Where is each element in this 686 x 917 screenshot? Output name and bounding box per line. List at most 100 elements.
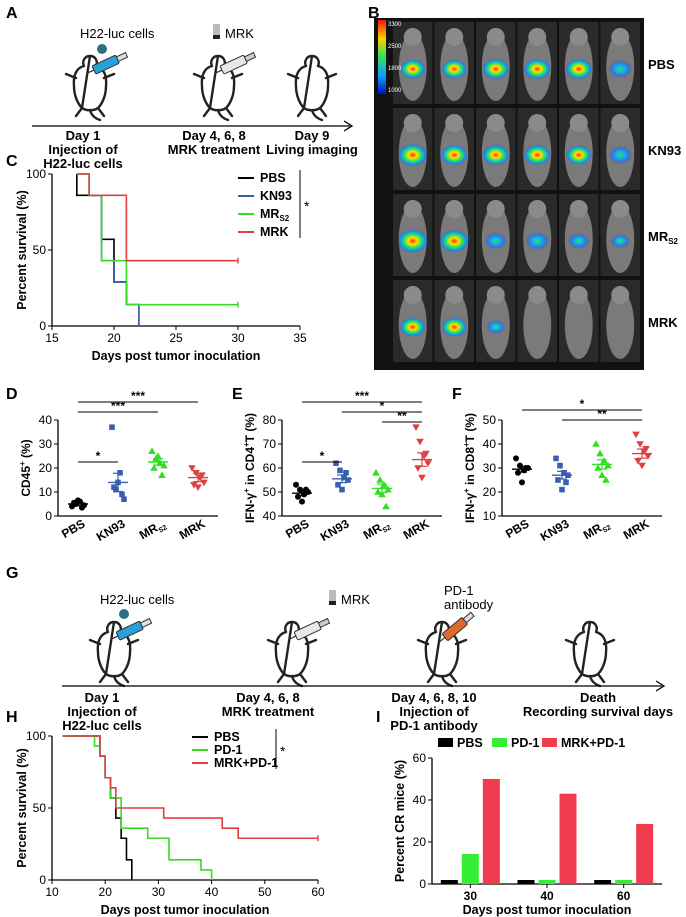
- y-tick-label: 40: [413, 793, 427, 807]
- legend-text: MR: [260, 207, 279, 221]
- mouse-image: [434, 108, 474, 190]
- data-point: [303, 486, 309, 493]
- timeline-desc-label: MRK treatment: [222, 704, 315, 719]
- timeline-day-label: Day 1: [66, 128, 101, 143]
- data-point: [200, 479, 208, 487]
- mouse-body: [606, 291, 635, 359]
- data-point: [333, 460, 339, 466]
- y-tick-label: 70: [263, 437, 277, 451]
- mouse-head: [611, 286, 630, 304]
- data-point: [343, 470, 349, 476]
- drug-vial-icon: [213, 24, 220, 38]
- mouse-head: [445, 200, 464, 218]
- legend-sub: S2: [279, 214, 289, 223]
- y-tick-label: 40: [483, 437, 497, 451]
- mouse-image: [476, 108, 516, 190]
- x-tick-label: KN93: [94, 516, 128, 544]
- y-tick-label: 20: [413, 835, 427, 849]
- timeline-desc-label: H22-luc cells: [62, 718, 142, 733]
- group-label-text: PBS: [648, 57, 675, 72]
- mouse-head: [486, 286, 505, 304]
- tumor-signal: [566, 145, 592, 165]
- x-tick-label: MRS2: [361, 516, 393, 544]
- mouse-image: [434, 22, 474, 104]
- mouse-image: [600, 194, 640, 276]
- data-point: [154, 452, 162, 459]
- syringe-icon: [288, 617, 331, 641]
- y-tick-label: 60: [413, 751, 427, 765]
- data-point: [638, 462, 646, 470]
- mouse-head: [486, 200, 505, 218]
- y-axis-label: Percent survival (%): [15, 748, 29, 868]
- legend-entry: MRK+PD-1: [214, 756, 278, 770]
- y-tick-label: 50: [263, 485, 277, 499]
- mouse-image: [393, 108, 433, 190]
- timeline-desc-label: H22-luc cells: [43, 156, 123, 171]
- y-tick-label: 0: [39, 873, 46, 887]
- mouse-image: [600, 280, 640, 362]
- x-axis-label: Days post tumor inoculation: [101, 903, 270, 917]
- y-axis-label: IFN-γ+ in CD8+T (%): [462, 413, 477, 523]
- x-tick-sub: S2: [382, 524, 393, 534]
- timeline-desc-label: Injection of: [67, 704, 137, 719]
- drug-label: MRK: [225, 26, 254, 41]
- mouse-body: [523, 291, 552, 359]
- legend-entry: PBS: [214, 730, 240, 744]
- legend-swatch: [492, 738, 507, 747]
- group-label-mrk: MRK: [648, 315, 678, 330]
- x-tick-text: KN93: [538, 516, 572, 544]
- data-point: [519, 479, 525, 486]
- data-point: [634, 458, 642, 465]
- mouse-image: [434, 194, 474, 276]
- timeline-arrow-icon: [343, 120, 354, 132]
- data-point: [295, 493, 301, 500]
- mouse-head: [403, 114, 422, 132]
- group-label-text: KN93: [648, 143, 681, 158]
- drug-vial-icon: [329, 590, 336, 604]
- legend-text: MRK: [260, 225, 288, 239]
- data-point: [553, 455, 559, 462]
- timeline-desc-label: Recording survival days: [523, 704, 673, 719]
- data-point: [636, 441, 644, 448]
- tumor-signal: [608, 60, 633, 78]
- tumor-signal: [441, 317, 467, 337]
- y-tick-label: 20: [483, 485, 497, 499]
- bar-pbs: [594, 880, 612, 884]
- mouse-icon: [564, 620, 616, 688]
- antibody-label: PD-1: [444, 583, 474, 598]
- panel-letter-c: C: [6, 153, 18, 170]
- mouse-image: [517, 280, 557, 362]
- x-tick-label: MRK: [621, 516, 652, 542]
- panel-b: B 3300 2500 1800 1000 PBS KN93 MRS2 MRK: [368, 5, 681, 370]
- x-tick-label: PBS: [503, 516, 531, 540]
- x-tick-text: PBS: [59, 516, 87, 540]
- data-point: [418, 474, 426, 482]
- legend-entry: PBS: [457, 736, 483, 750]
- y-tick-label: 40: [39, 413, 53, 427]
- legend-text: PBS: [214, 730, 240, 744]
- significance-mark: *: [320, 449, 325, 463]
- data-point: [592, 440, 600, 447]
- group-label-text: MRK: [648, 315, 678, 330]
- mouse-head: [445, 114, 464, 132]
- y-axis-label: Percent survival (%): [15, 190, 29, 310]
- tumor-signal: [441, 59, 467, 79]
- syringe-icon: [86, 51, 129, 75]
- y-axis-label-part: IFN-γ: [463, 493, 477, 523]
- data-point: [190, 482, 198, 489]
- tumor-signal: [482, 59, 509, 79]
- y-axis-label-part: +: [242, 488, 251, 493]
- data-point: [109, 424, 115, 430]
- data-point: [596, 449, 604, 457]
- mouse-head: [528, 114, 547, 132]
- significance-mark: *: [96, 449, 101, 463]
- x-tick-label: 25: [169, 331, 183, 345]
- x-tick-label: 60: [311, 885, 325, 899]
- colorbar-tick-label: 1000: [388, 88, 402, 94]
- y-tick-label: 0: [45, 509, 52, 523]
- x-tick-text: KN93: [94, 516, 128, 544]
- survival-curve-pbs: [76, 174, 140, 326]
- mouse-head: [486, 28, 505, 46]
- data-point: [598, 471, 606, 478]
